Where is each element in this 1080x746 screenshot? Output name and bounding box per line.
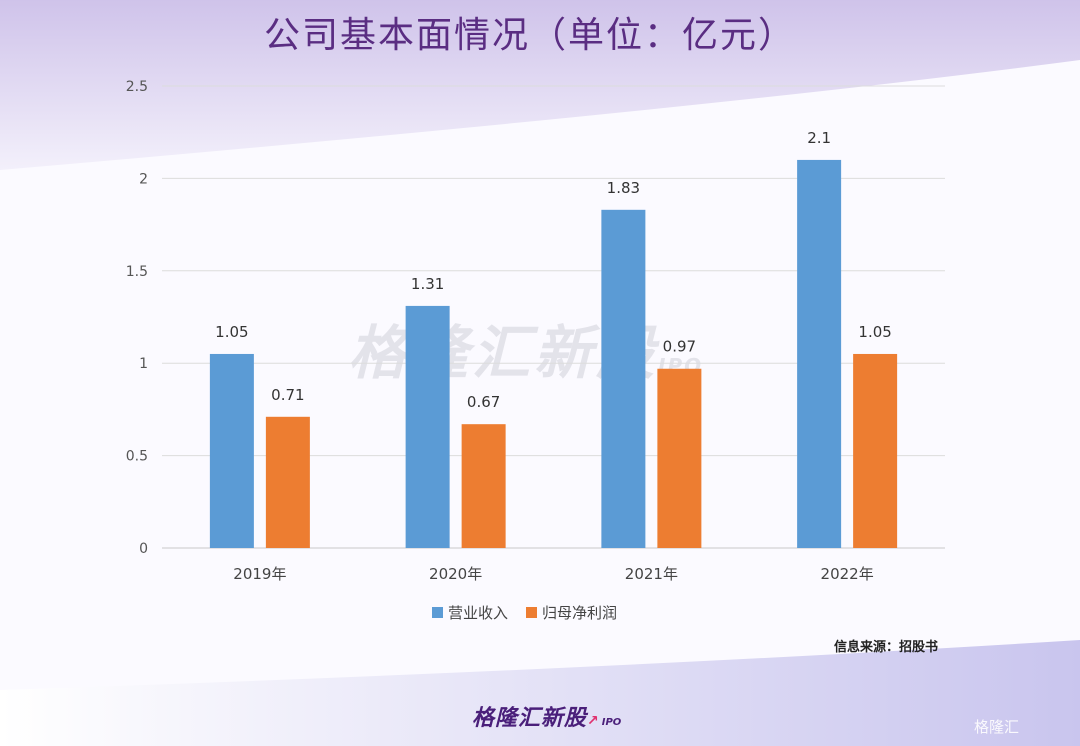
arrow-icon: ↗ (587, 713, 600, 729)
data-label: 0.67 (467, 393, 500, 411)
y-tick-label: 1.5 (126, 264, 148, 280)
chart-title: 公司基本面情况（单位：亿元） (263, 15, 796, 56)
brand-logo: 格隆汇新股↗ IPO (472, 706, 622, 731)
data-label: 0.97 (663, 338, 696, 356)
x-axis-ticks: 2019年 2020年 2021年 2022年 (233, 565, 873, 583)
data-label: 1.05 (215, 323, 248, 341)
data-label: 0.71 (271, 386, 304, 404)
x-tick-label: 2021年 (625, 565, 678, 583)
bar-profit (265, 416, 310, 548)
y-tick-label: 0.5 (126, 449, 148, 465)
bar-revenue (601, 209, 646, 549)
bar-profit (461, 424, 506, 548)
legend-label: 营业收入 (448, 604, 508, 622)
y-tick-label: 0 (139, 541, 148, 557)
y-tick-label: 2.5 (126, 79, 148, 95)
x-tick-label: 2019年 (233, 565, 286, 583)
data-label: 1.83 (607, 179, 640, 197)
y-axis-ticks: 0 0.5 1 1.5 2 2.5 (126, 79, 148, 557)
legend-swatch-revenue (432, 607, 443, 618)
legend-swatch-profit (526, 607, 537, 618)
corner-logo: 格隆汇 (974, 718, 1020, 736)
data-label: 1.05 (858, 323, 891, 341)
source-note: 信息来源：招股书 (833, 640, 938, 655)
data-label: 1.31 (411, 275, 444, 293)
legend-label: 归母净利润 (542, 604, 617, 622)
bars (209, 159, 898, 549)
bar-revenue (797, 159, 842, 549)
y-tick-label: 1 (139, 356, 148, 372)
x-tick-label: 2022年 (821, 565, 874, 583)
data-label: 2.1 (807, 129, 831, 147)
bar-revenue (209, 353, 254, 548)
bar-profit (657, 368, 702, 548)
data-labels: 1.05 0.71 1.31 0.67 1.83 0.97 2.1 1.05 (215, 129, 892, 411)
y-tick-label: 2 (139, 171, 148, 187)
bar-revenue (405, 305, 450, 548)
x-tick-label: 2020年 (429, 565, 482, 583)
legend: 营业收入 归母净利润 (432, 604, 617, 622)
bar-profit (853, 353, 898, 548)
